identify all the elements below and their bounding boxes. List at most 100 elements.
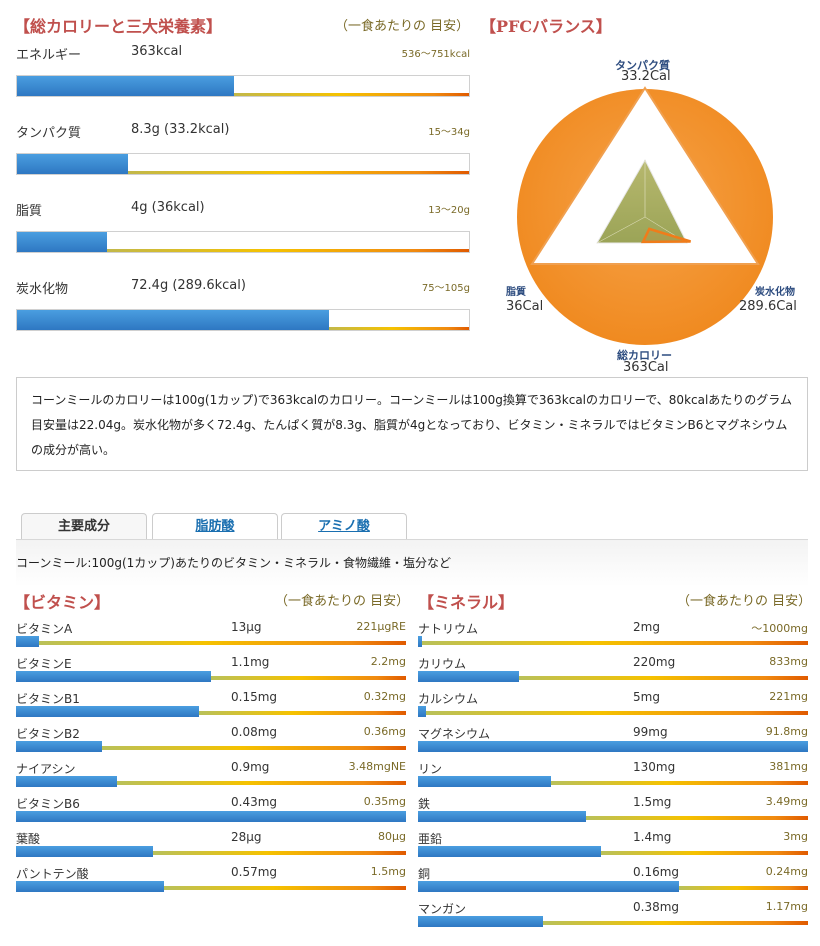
nutrient-bar-fill — [418, 671, 520, 682]
vitamins-per-serving-note: （一食あたりの 目安） — [275, 594, 410, 609]
tab-amino-acids[interactable]: アミノ酸 — [281, 513, 407, 540]
nutrient-amount: 72.4g (289.6kcal) — [131, 278, 246, 293]
pfc-balance-chart — [517, 86, 773, 345]
nutrient-name: ナトリウム — [418, 622, 479, 636]
nutrient-bar — [16, 776, 406, 787]
nutrient-target-line — [328, 327, 469, 330]
nutrient-target-range: 75〜105g — [421, 283, 470, 294]
nutrient-target-line — [601, 851, 808, 855]
nutrient-amount: 220mg — [633, 655, 676, 669]
nutrient-target-value: 1.5mg — [370, 865, 406, 878]
nutrient-amount: 28μg — [231, 830, 262, 844]
nutrient-target-value: 0.32mg — [363, 690, 406, 703]
nutrient-name: パントテン酸 — [16, 867, 89, 881]
nutrient-target-line — [107, 249, 469, 252]
macro-title: 【総カロリーと三大栄養素】 — [14, 17, 223, 36]
nutrient-target-value: 80μg — [378, 830, 406, 843]
nutrient-bar — [16, 846, 406, 857]
nutrient-target-value: 1.17mg — [765, 900, 808, 913]
pfc-protein-label: タンパク質 — [615, 59, 670, 72]
nutrient-name: 脂質 — [16, 204, 43, 219]
nutrient-bar — [16, 671, 406, 682]
nutrient-amount: 99mg — [633, 725, 668, 739]
pfc-protein-value: 33.2Cal — [621, 69, 671, 84]
nutrient-target-value: 3.48mgNE — [348, 760, 406, 773]
nutrient-bar-fill — [16, 846, 153, 857]
nutrient-name: ビタミンB2 — [16, 727, 80, 741]
nutrient-target-value: 3.49mg — [765, 795, 808, 808]
pfc-axis-lines — [596, 160, 688, 244]
nutrient-target-value: 221mg — [769, 690, 808, 703]
nutrient-bar — [16, 309, 470, 331]
nutrient-bar — [16, 706, 406, 717]
nutrient-bar — [418, 916, 808, 927]
tab-panel-header — [16, 539, 808, 587]
nutrient-target-value: 2.2mg — [370, 655, 406, 668]
nutrient-target-value: 0.24mg — [765, 865, 808, 878]
nutrient-bar-fill — [17, 310, 329, 330]
pfc-total-label: 総カロリー — [617, 349, 672, 362]
tab-fatty-acids[interactable]: 脂肪酸 — [152, 513, 278, 540]
nutrient-bar-fill — [418, 881, 680, 892]
nutrient-target-line — [211, 676, 406, 680]
nutrient-bar — [418, 776, 808, 787]
nutrient-target-line — [542, 921, 808, 925]
nutrient-bar-fill — [418, 916, 543, 927]
pfc-total-value: 363Cal — [623, 360, 669, 375]
nutrient-target-line — [199, 711, 406, 715]
nutrient-bar-fill — [16, 881, 165, 892]
nutrient-amount: 363kcal — [131, 44, 183, 59]
pfc-fat-label: 脂質 — [506, 287, 526, 298]
tab-caption: コーンミール:100g(1カップ)あたりのビタミン・ミネラル・食物繊維・塩分など — [16, 556, 451, 570]
nutrient-bar — [16, 881, 406, 892]
nutrient-bar-fill — [418, 741, 808, 752]
vitamins-title: 【ビタミン】 — [14, 593, 111, 612]
nutrient-name: 炭水化物 — [16, 282, 69, 297]
nutrient-amount: 0.16mg — [633, 865, 680, 879]
nutrient-amount: 0.38mg — [633, 900, 680, 914]
nutrient-amount: 130mg — [633, 760, 676, 774]
nutrient-bar — [418, 706, 808, 717]
nutrient-name: ビタミンB6 — [16, 797, 80, 811]
nutrient-name: ビタミンA — [16, 622, 73, 636]
nutrient-amount: 13μg — [231, 620, 262, 634]
nutrient-target-line — [101, 746, 406, 750]
nutrient-bar — [418, 741, 808, 752]
nutrient-amount: 1.4mg — [633, 830, 672, 844]
nutrient-bar-fill — [16, 706, 200, 717]
nutrient-name: マンガン — [418, 902, 467, 916]
nutrient-target-line — [679, 886, 808, 890]
nutrient-name: 銅 — [418, 867, 431, 881]
nutrient-bar-fill — [16, 776, 118, 787]
nutrient-name: リン — [418, 762, 443, 776]
nutrient-bar-fill — [16, 811, 406, 822]
nutrient-bar-fill — [418, 811, 586, 822]
nutrient-name: ナイアシン — [16, 762, 76, 776]
nutrient-target-line — [233, 93, 469, 96]
nutrient-amount: 0.08mg — [231, 725, 278, 739]
nutrient-bar — [16, 811, 406, 822]
nutrient-amount: 0.43mg — [231, 795, 278, 809]
nutrient-amount: 1.1mg — [231, 655, 270, 669]
nutrient-name: エネルギー — [16, 48, 82, 63]
nutrient-amount: 2mg — [633, 620, 660, 634]
nutrient-bar — [418, 846, 808, 857]
pfc-carb-label: 炭水化物 — [755, 287, 795, 298]
nutrient-amount: 1.5mg — [633, 795, 672, 809]
pfc-title: 【PFCバランス】 — [480, 17, 612, 36]
nutrient-name: マグネシウム — [418, 727, 491, 741]
nutrient-bar — [16, 741, 406, 752]
nutrient-bar — [16, 153, 470, 175]
nutrient-bar — [418, 881, 808, 892]
nutrient-target-range: 536〜751kcal — [401, 49, 470, 60]
nutrient-target-line — [127, 171, 469, 174]
nutrient-bar-fill — [16, 741, 102, 752]
nutrient-target-value: 381mg — [769, 760, 808, 773]
nutrient-target-line — [519, 676, 808, 680]
minerals-title: 【ミネラル】 — [418, 593, 515, 612]
description-box: コーンミールのカロリーは100g(1カップ)で363kcalのカロリー。コーンミ… — [16, 377, 808, 471]
tab-main-components[interactable]: 主要成分 — [21, 513, 147, 540]
nutrient-name: カルシウム — [418, 692, 479, 706]
macro-per-serving-note: （一食あたりの 目安） — [335, 19, 470, 34]
nutrient-bar-fill — [418, 636, 422, 647]
